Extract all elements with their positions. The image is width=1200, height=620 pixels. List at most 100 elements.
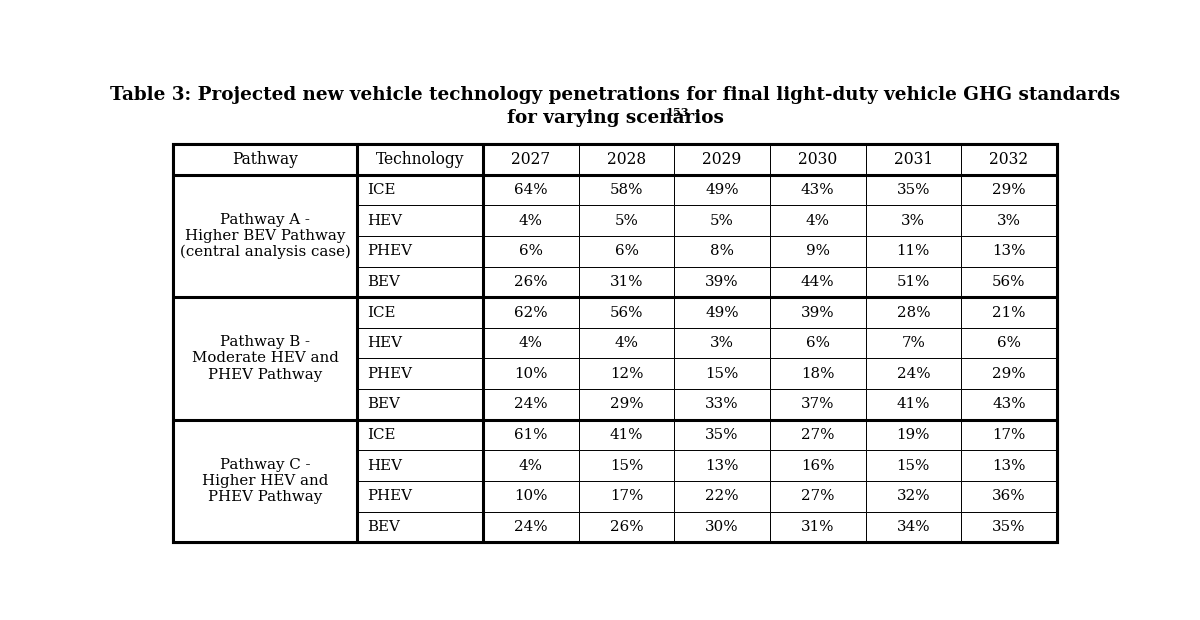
Text: 6%: 6% xyxy=(805,336,829,350)
Text: 3%: 3% xyxy=(901,214,925,228)
Bar xyxy=(961,481,1057,511)
Text: 35%: 35% xyxy=(706,428,739,442)
Bar xyxy=(770,236,865,267)
Bar xyxy=(961,389,1057,420)
Bar xyxy=(770,481,865,511)
Text: 2030: 2030 xyxy=(798,151,838,167)
Bar xyxy=(484,144,578,175)
Text: 27%: 27% xyxy=(800,489,834,503)
Text: BEV: BEV xyxy=(367,397,401,412)
Text: 8%: 8% xyxy=(710,244,734,259)
Text: 41%: 41% xyxy=(896,397,930,412)
Bar xyxy=(865,481,961,511)
Text: 56%: 56% xyxy=(610,306,643,319)
Bar xyxy=(674,175,770,205)
Bar xyxy=(770,175,865,205)
Text: 26%: 26% xyxy=(514,275,547,289)
Text: 43%: 43% xyxy=(992,397,1026,412)
Bar xyxy=(358,144,484,175)
Text: 18%: 18% xyxy=(800,367,834,381)
Bar xyxy=(358,450,484,481)
Text: 15%: 15% xyxy=(896,459,930,472)
Text: 49%: 49% xyxy=(706,306,739,319)
Text: 35%: 35% xyxy=(896,183,930,197)
Bar xyxy=(961,358,1057,389)
Bar xyxy=(484,420,578,450)
Text: 31%: 31% xyxy=(610,275,643,289)
Bar xyxy=(674,297,770,328)
Text: 29%: 29% xyxy=(992,367,1026,381)
Bar xyxy=(578,420,674,450)
Text: 16%: 16% xyxy=(800,459,834,472)
Text: 12%: 12% xyxy=(610,367,643,381)
Text: 26%: 26% xyxy=(610,520,643,534)
Text: ICE: ICE xyxy=(367,306,396,319)
Text: 31%: 31% xyxy=(800,520,834,534)
Text: 10%: 10% xyxy=(514,367,547,381)
Text: 28%: 28% xyxy=(896,306,930,319)
Bar xyxy=(865,175,961,205)
Bar xyxy=(578,481,674,511)
Text: 39%: 39% xyxy=(706,275,739,289)
Bar xyxy=(674,420,770,450)
Text: 2029: 2029 xyxy=(702,151,742,167)
Bar xyxy=(865,205,961,236)
Text: 13%: 13% xyxy=(706,459,739,472)
Text: 4%: 4% xyxy=(805,214,829,228)
Bar xyxy=(961,267,1057,297)
Bar xyxy=(770,358,865,389)
Bar xyxy=(358,297,484,328)
Bar xyxy=(961,205,1057,236)
Text: 3%: 3% xyxy=(997,214,1021,228)
Bar xyxy=(578,236,674,267)
Bar xyxy=(865,144,961,175)
Text: 4%: 4% xyxy=(518,336,542,350)
Bar xyxy=(578,175,674,205)
Text: BEV: BEV xyxy=(367,520,401,534)
Text: 17%: 17% xyxy=(992,428,1026,442)
Text: 34%: 34% xyxy=(896,520,930,534)
Bar xyxy=(484,175,578,205)
Text: PHEV: PHEV xyxy=(367,244,413,259)
Bar xyxy=(961,328,1057,358)
Bar xyxy=(865,267,961,297)
Text: ICE: ICE xyxy=(367,183,396,197)
Bar xyxy=(484,450,578,481)
Bar xyxy=(961,512,1057,542)
Text: 33%: 33% xyxy=(706,397,739,412)
Bar xyxy=(578,512,674,542)
Bar xyxy=(865,512,961,542)
Bar xyxy=(173,144,358,175)
Bar xyxy=(358,328,484,358)
Text: 5%: 5% xyxy=(614,214,638,228)
Text: 15%: 15% xyxy=(706,367,739,381)
Text: 36%: 36% xyxy=(992,489,1026,503)
Bar xyxy=(484,267,578,297)
Bar xyxy=(484,358,578,389)
Bar xyxy=(484,481,578,511)
Text: PHEV: PHEV xyxy=(367,367,413,381)
Bar xyxy=(578,267,674,297)
Bar xyxy=(674,358,770,389)
Text: 6%: 6% xyxy=(614,244,638,259)
Bar xyxy=(961,236,1057,267)
Bar xyxy=(674,328,770,358)
Text: 13%: 13% xyxy=(992,244,1026,259)
Text: 32%: 32% xyxy=(896,489,930,503)
Text: 3%: 3% xyxy=(710,336,734,350)
Text: Technology: Technology xyxy=(376,151,464,167)
Bar xyxy=(358,205,484,236)
Bar xyxy=(358,420,484,450)
Text: 29%: 29% xyxy=(992,183,1026,197)
Bar xyxy=(961,175,1057,205)
Text: 61%: 61% xyxy=(514,428,547,442)
Text: 43%: 43% xyxy=(800,183,834,197)
Text: 2027: 2027 xyxy=(511,151,551,167)
Bar xyxy=(674,450,770,481)
Bar xyxy=(770,297,865,328)
Bar xyxy=(358,175,484,205)
Text: 2031: 2031 xyxy=(894,151,932,167)
Bar xyxy=(484,205,578,236)
Text: 29%: 29% xyxy=(610,397,643,412)
Text: 41%: 41% xyxy=(610,428,643,442)
